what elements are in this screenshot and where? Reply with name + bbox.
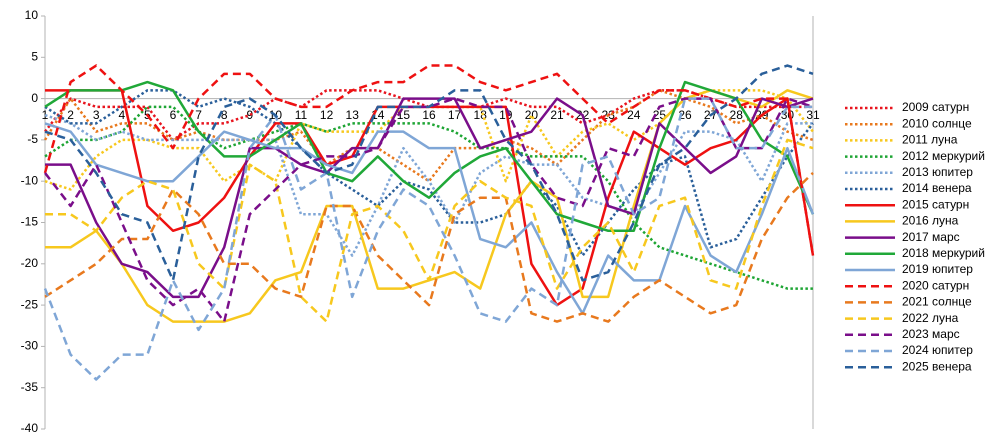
x-tick-label: 3 bbox=[93, 108, 100, 122]
y-tick-label: -5 bbox=[27, 132, 38, 146]
y-tick-label: 5 bbox=[31, 49, 38, 63]
x-tick-label: 16 bbox=[422, 108, 436, 122]
legend-label: 2017 марс bbox=[902, 230, 960, 244]
legend-label: 2013 юпитер bbox=[902, 165, 973, 179]
y-tick-label: -30 bbox=[21, 339, 39, 353]
series-line bbox=[44, 172, 814, 323]
series-line bbox=[44, 97, 814, 323]
y-tick-label: -10 bbox=[21, 173, 39, 187]
legend-label: 2016 луна bbox=[902, 214, 959, 228]
series-line bbox=[43, 64, 815, 256]
legend-label: 2020 сатурн bbox=[902, 278, 969, 292]
x-tick-label: 17 bbox=[448, 108, 462, 122]
x-tick-label: 12 bbox=[320, 108, 334, 122]
legend-label: 2022 луна bbox=[902, 311, 959, 325]
y-tick-label: 10 bbox=[25, 8, 39, 22]
legend-label: 2018 меркурий bbox=[902, 246, 985, 260]
y-tick-label: -35 bbox=[21, 380, 39, 394]
y-tick-label: -40 bbox=[21, 421, 39, 435]
series-line bbox=[44, 89, 814, 257]
legend-label: 2010 солнце bbox=[902, 116, 972, 130]
series-line bbox=[45, 97, 814, 299]
legend-label: 2025 венера bbox=[902, 359, 972, 373]
x-tick-label: 4 bbox=[118, 108, 125, 122]
x-tick-label: 20 bbox=[525, 108, 539, 122]
series-line bbox=[44, 105, 813, 290]
x-tick-label: 7 bbox=[195, 108, 202, 122]
x-tick-label: 21 bbox=[550, 108, 564, 122]
series-line bbox=[44, 113, 813, 257]
series-line bbox=[44, 64, 814, 282]
series-line bbox=[45, 138, 814, 323]
y-tick-label: 0 bbox=[31, 91, 38, 105]
legend-label: 2024 юпитер bbox=[902, 343, 973, 357]
x-tick-label: 9 bbox=[246, 108, 253, 122]
y-tick-label: -25 bbox=[21, 297, 39, 311]
series-line bbox=[44, 122, 815, 315]
x-tick-label: 31 bbox=[806, 108, 820, 122]
legend-label: 2015 сатурн bbox=[902, 197, 969, 211]
legend-label: 2014 венера bbox=[902, 181, 972, 195]
x-tick-label: 6 bbox=[170, 108, 177, 122]
x-tick-label: 24 bbox=[627, 108, 641, 122]
legend-label: 2019 юпитер bbox=[902, 262, 973, 276]
legend-label: 2011 луна bbox=[902, 133, 958, 147]
y-tick-label: -15 bbox=[21, 215, 39, 229]
legend-label: 2012 меркурий bbox=[902, 149, 985, 163]
x-tick-label: 26 bbox=[678, 108, 692, 122]
series-line bbox=[44, 80, 815, 233]
x-tick-label: 11 bbox=[295, 108, 308, 122]
x-tick-label: 2 bbox=[67, 108, 74, 122]
y-tick-label: -20 bbox=[21, 256, 39, 270]
x-tick-label: 13 bbox=[346, 108, 360, 122]
legend-label: 2021 солнце bbox=[902, 295, 972, 309]
x-tick-label: 8 bbox=[221, 108, 228, 122]
x-tick-label: 28 bbox=[730, 108, 744, 122]
legend-label: 2009 сатурн bbox=[902, 100, 969, 114]
legend-label: 2023 марс bbox=[902, 327, 960, 341]
